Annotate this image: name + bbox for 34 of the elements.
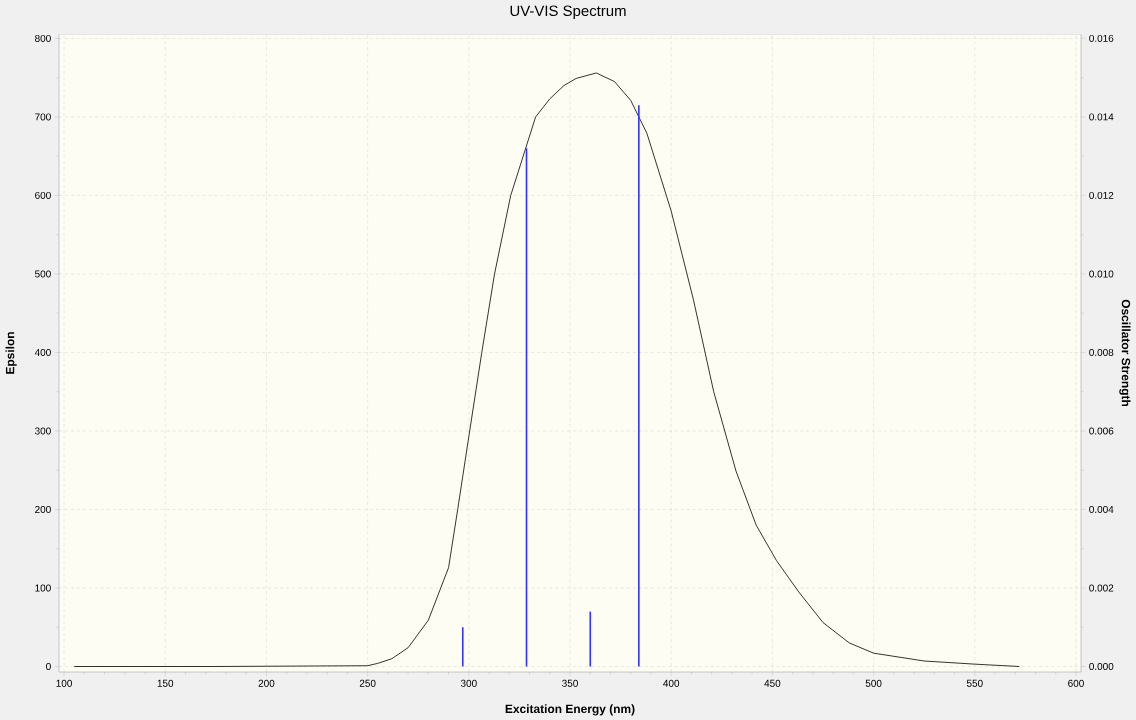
x-tick-label: 200 [258, 679, 275, 687]
y-tick-label: 100 [35, 584, 51, 592]
y2-tick-label: 0.012 [1089, 191, 1114, 199]
y-tick-label: 800 [35, 34, 51, 42]
line-series [73, 72, 1020, 667]
y2-tick-label: 0.004 [1089, 505, 1114, 513]
x-tick-label: 150 [157, 679, 174, 687]
x-tick-label: 450 [764, 679, 781, 687]
x-tick-label: 600 [1068, 679, 1084, 687]
x-tick-label: 550 [966, 679, 983, 687]
y2-tick-label: 0.010 [1089, 270, 1114, 278]
y-tick-label: 600 [35, 191, 51, 199]
y2-tick-label: 0.006 [1089, 427, 1114, 435]
y-tick-label: 300 [34, 427, 51, 435]
x-tick-label: 350 [562, 679, 578, 687]
y-tick-label: 400 [34, 348, 51, 356]
y2-tick-label: 0.016 [1089, 34, 1114, 42]
x-tick-label: 400 [663, 679, 680, 687]
y2-tick-label: 0.002 [1089, 584, 1114, 592]
chart-title: UV-VIS Spectrum [510, 5, 626, 20]
y-tick-label: 500 [35, 270, 51, 278]
x-tick-label: 250 [359, 679, 376, 687]
y-tick-label: 200 [35, 505, 51, 514]
x-tick-label: 500 [865, 679, 882, 687]
y-tick-label: 700 [35, 113, 51, 121]
y-tick-label: 0 [46, 662, 51, 671]
y2-tick-label: 0.008 [1089, 348, 1114, 356]
y2-axis-title: Oscillator Strength [1119, 299, 1131, 407]
x-axis-title: Excitation Energy (nm) [505, 704, 635, 716]
y-axis-title: Epsilon [5, 332, 17, 374]
y2-tick-label: 0.014 [1089, 113, 1114, 121]
x-tick-label: 100 [56, 679, 72, 687]
x-tick-label: 300 [460, 679, 477, 687]
y2-tick-label: 0.000 [1089, 662, 1114, 671]
